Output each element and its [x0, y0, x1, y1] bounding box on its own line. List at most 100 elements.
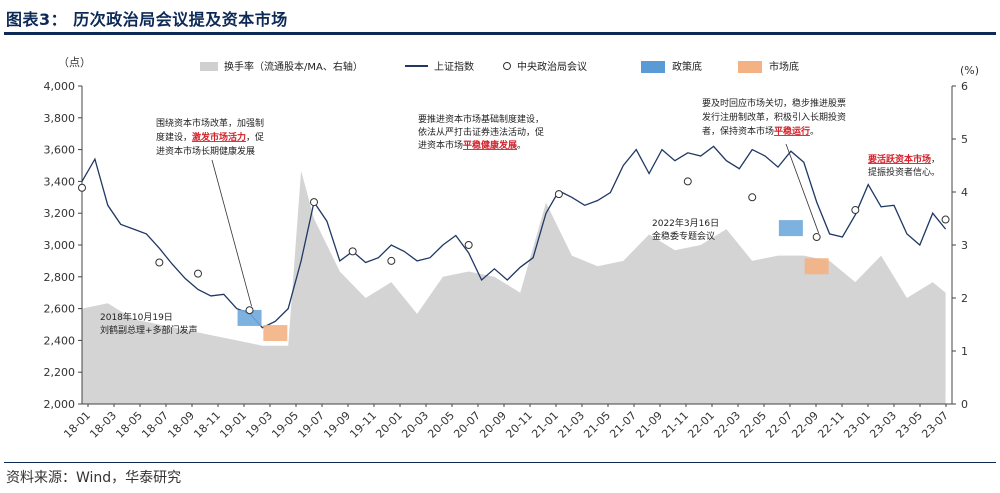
y-left-tick-label: 3,000 — [44, 239, 76, 252]
meeting-marker — [683, 177, 692, 186]
legend-label-turnover: 换手率（流通股本/MA、右轴） — [224, 60, 363, 73]
x-tick-label: 22-01 — [685, 409, 717, 441]
annotation-span: 依法从严打击证券违法活动，促 — [418, 126, 544, 138]
annotation-line: 2022年3月16日 — [652, 217, 719, 229]
annotation-span: 2022年3月16日 — [652, 217, 719, 229]
annotation-span: 。 — [810, 127, 819, 137]
x-tick-label: 18-05 — [113, 409, 145, 441]
x-tick-label: 21-03 — [555, 409, 587, 441]
y-right-tick-label: 2 — [961, 292, 968, 305]
annotation-span: 进资本市场长期健康发展 — [156, 145, 255, 157]
annotation-span: 金稳委专题会议 — [652, 230, 715, 242]
y-left-tick-label: 2,600 — [44, 303, 76, 316]
x-tick-label: 18-11 — [191, 409, 223, 441]
x-tick-label: 18-09 — [165, 409, 197, 441]
annotation-span: 要推进资本市场基础制度建设， — [418, 113, 544, 125]
source-note: 资料来源：Wind，华泰研究 — [6, 470, 182, 486]
annotation-line: 2018年10月19日 — [100, 311, 173, 323]
meeting-marker — [554, 190, 563, 199]
x-tick-label: 22-11 — [815, 409, 847, 441]
meeting-marker — [155, 258, 164, 267]
meeting-marker — [78, 183, 86, 192]
annotation-span: 提振投资者信心。 — [868, 166, 940, 178]
meeting-marker — [851, 206, 860, 215]
y-right-tick-label: 5 — [961, 133, 968, 146]
legend-label-meeting: 中央政治局会议 — [517, 60, 587, 73]
x-tick-label: 19-03 — [243, 409, 275, 441]
x-tick-label: 22-05 — [737, 409, 769, 441]
x-tick-label: 23-03 — [867, 409, 899, 441]
y-left-tick-label: 3,200 — [44, 207, 76, 220]
meeting-marker — [310, 198, 318, 207]
legend-label-policy-bottom: 政策底 — [672, 60, 702, 73]
x-tick-label: 23-07 — [919, 409, 951, 441]
meeting-marker — [245, 306, 254, 315]
y-right-tick-label: 3 — [961, 239, 968, 252]
x-tick-label: 23-05 — [893, 409, 925, 441]
market-bottom-box — [804, 258, 829, 275]
x-tick-label: 20-03 — [399, 409, 431, 441]
annotation-span: ， — [931, 155, 940, 165]
y-right-tick-label: 1 — [961, 345, 968, 358]
annotation-line: 者，保持资本市场平稳运行。 — [702, 125, 819, 137]
annotation-span: 2018年10月19日 — [100, 311, 173, 323]
turnover-area — [82, 170, 946, 404]
x-tick-label: 20-09 — [477, 409, 509, 441]
annotation-line: 围绕资本市场改革，加强制 — [156, 117, 264, 129]
chart-svg: 2,000 2,200 2,400 2,600 2,800 3,000 3,200 3,400… — [44, 56, 980, 441]
sse-index-line — [81, 145, 947, 329]
header-rule — [4, 32, 996, 35]
market-bottom-box — [263, 325, 288, 342]
meeting-marker — [387, 256, 396, 265]
annotation-line: 刘鹤副总理+多部门发声 — [100, 324, 198, 336]
y-right-tick-label: 4 — [961, 186, 968, 199]
x-tick-label: 19-09 — [321, 409, 353, 441]
annotation-line: 要推进资本市场基础制度建设， — [418, 113, 544, 125]
x-tick-label: 21-11 — [659, 409, 691, 441]
x-tick-label: 18-03 — [87, 409, 119, 441]
annotation-span: 围绕资本市场改革，加强制 — [156, 117, 264, 129]
figure-header: 图表3： 历次政治局会议提及资本市场 — [0, 0, 1000, 30]
annotation-line: 度建设，激发市场活力，促 — [156, 131, 264, 143]
meeting-marker — [941, 215, 950, 224]
legend-label-market-bottom: 市场底 — [769, 60, 799, 73]
y-left-tick-label: 2,400 — [44, 334, 76, 347]
annotation-line: 提振投资者信心。 — [868, 166, 940, 178]
annotation-line: 发行注册制改革，积极引入长期投资 — [702, 111, 846, 123]
meeting-marker — [348, 247, 357, 256]
annotation-span: 平稳健康发展 — [463, 139, 517, 151]
annotation-span: 刘鹤副总理+多部门发声 — [100, 324, 198, 336]
x-tick-label: 19-07 — [295, 409, 327, 441]
annotation-span: 度建设， — [156, 131, 192, 143]
annotation-leader — [211, 159, 252, 307]
x-tick-label: 19-11 — [347, 409, 379, 441]
annotation-span: 激发市场活力 — [192, 131, 246, 143]
legend-swatch-turnover — [200, 62, 218, 71]
x-tick-label: 21-09 — [633, 409, 665, 441]
annotation-span: 。 — [517, 141, 526, 151]
legend-swatch-meeting — [503, 62, 511, 70]
y-left-unit: （点） — [58, 56, 91, 69]
legend-swatch-market-bottom — [738, 61, 762, 73]
x-tick-label: 23-01 — [841, 409, 873, 441]
y-right-tick-label: 0 — [961, 398, 968, 411]
meeting-marker — [812, 233, 821, 242]
x-tick-label: 21-01 — [529, 409, 561, 441]
policy-bottom-box — [778, 220, 803, 237]
meeting-marker — [194, 269, 202, 278]
x-tick-label: 20-01 — [373, 409, 405, 441]
footer-rule — [4, 462, 996, 463]
policy-bottom-box — [237, 309, 262, 326]
annotation-span: 进资本市场 — [418, 139, 463, 151]
meeting-marker — [748, 193, 757, 202]
annotation-line: 金稳委专题会议 — [652, 230, 715, 242]
annotation-span: ，促 — [246, 131, 264, 143]
y-left-tick-label: 4,000 — [44, 80, 76, 93]
legend-label-sse: 上证指数 — [434, 60, 474, 73]
x-tick-label: 19-01 — [217, 409, 249, 441]
y-right-tick-label: 6 — [961, 80, 968, 93]
y-left-tick-label: 3,400 — [44, 175, 76, 188]
x-tick-label: 22-09 — [789, 409, 821, 441]
annotation-line: 要及时回应市场关切，稳步推进股票 — [702, 97, 846, 109]
x-tick-label: 18-01 — [61, 409, 93, 441]
